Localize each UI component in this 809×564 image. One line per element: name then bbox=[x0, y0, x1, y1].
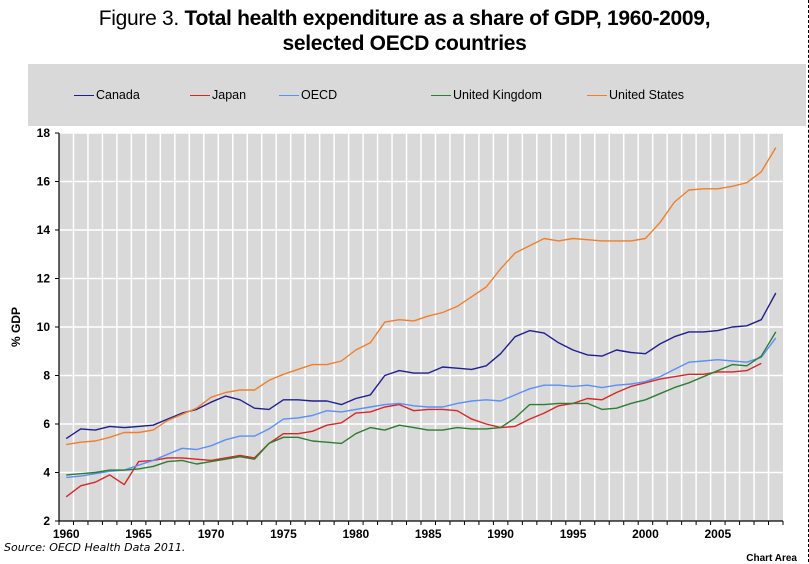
source-note: Source: OECD Health Data 2011. bbox=[4, 541, 185, 554]
y-tick-label: 6 bbox=[43, 417, 50, 431]
x-tick-label: 1975 bbox=[270, 527, 297, 541]
x-tick-label: 2000 bbox=[632, 527, 659, 541]
y-tick-label: 8 bbox=[43, 369, 50, 383]
y-tick-label: 18 bbox=[37, 126, 51, 140]
y-tick-label: 10 bbox=[37, 320, 51, 334]
y-tick-label: 14 bbox=[37, 223, 51, 237]
y-tick-label: 12 bbox=[37, 272, 51, 286]
x-tick-label: 1990 bbox=[487, 527, 514, 541]
y-tick-label: 2 bbox=[43, 514, 50, 528]
x-tick-label: 1995 bbox=[560, 527, 587, 541]
y-tick-label: 4 bbox=[43, 466, 50, 480]
y-axis-title: % GDP bbox=[9, 307, 23, 347]
x-tick-label: 1960 bbox=[53, 527, 80, 541]
y-tick-label: 16 bbox=[37, 175, 51, 189]
x-tick-label: 1985 bbox=[415, 527, 442, 541]
x-tick-label: 1965 bbox=[125, 527, 152, 541]
chart-area-tooltip: Chart Area bbox=[746, 553, 797, 564]
x-tick-label: 2005 bbox=[704, 527, 731, 541]
x-tick-label: 1970 bbox=[198, 527, 225, 541]
x-tick-label: 1980 bbox=[342, 527, 369, 541]
